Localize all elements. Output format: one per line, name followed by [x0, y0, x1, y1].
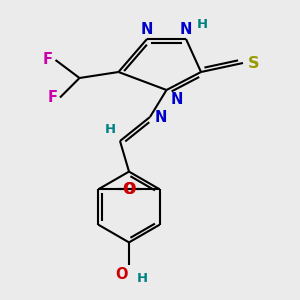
Text: O: O — [122, 182, 135, 197]
Text: methoxy: methoxy — [110, 189, 116, 190]
Text: S: S — [248, 56, 259, 70]
Text: H: H — [104, 123, 116, 136]
Text: O: O — [115, 267, 128, 282]
Text: F: F — [43, 52, 53, 68]
Text: H: H — [136, 272, 148, 285]
Text: O: O — [123, 182, 136, 197]
Text: H: H — [197, 19, 208, 32]
Text: F: F — [48, 90, 58, 105]
Text: N: N — [180, 22, 192, 37]
Text: N: N — [154, 110, 167, 124]
Text: N: N — [141, 22, 153, 37]
Text: N: N — [171, 92, 183, 107]
